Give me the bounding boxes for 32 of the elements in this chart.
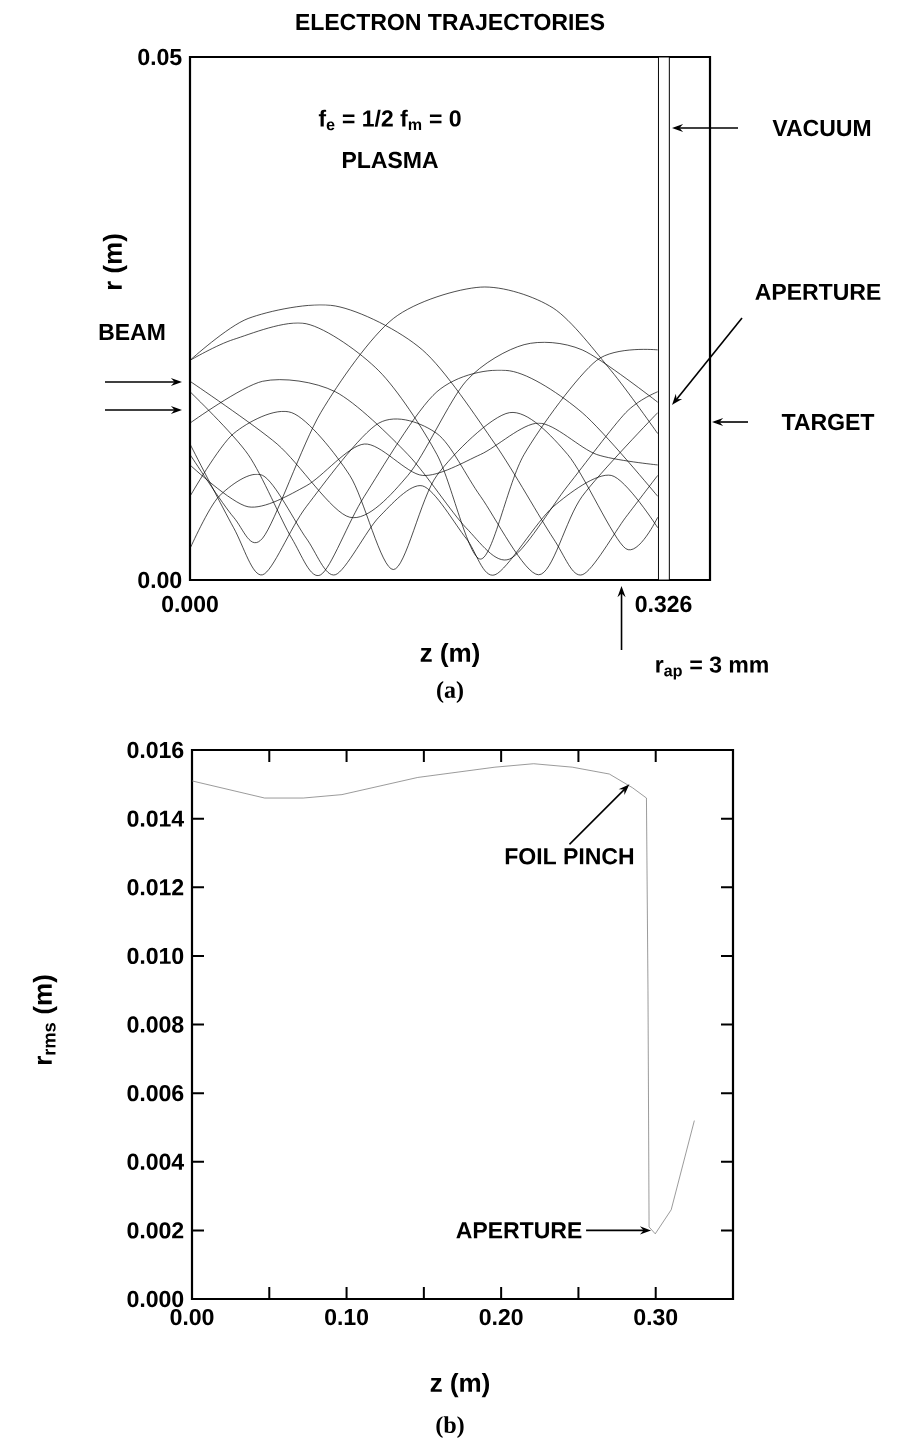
y-tick-label: 0.002 bbox=[127, 1222, 184, 1239]
y-tick-label: 0.004 bbox=[127, 1153, 185, 1170]
x-tick-label: 0.30 bbox=[634, 1308, 678, 1326]
chart-title: ELECTRON TRAJECTORIES bbox=[296, 13, 605, 31]
y-tick-label: 0.05 bbox=[138, 48, 182, 66]
annotation: f$_{e}$ = 1/2 f$_{m}$ = 0 bbox=[318, 109, 461, 131]
text: (a) bbox=[437, 681, 463, 703]
text: TARGET bbox=[781, 413, 875, 431]
annotation: FOIL PINCH bbox=[505, 848, 634, 865]
y-tick-label: 0.012 bbox=[127, 879, 184, 896]
x-tick-label: 0.20 bbox=[479, 1308, 523, 1326]
y-tick-label: 0.006 bbox=[127, 1084, 184, 1102]
text: VACUUM bbox=[772, 119, 871, 137]
y-tick-label: 0.000 bbox=[127, 1290, 184, 1308]
y-tick-label: 0.016 bbox=[127, 741, 184, 759]
y-axis-title: r (m) bbox=[102, 234, 128, 290]
x-tick-label: 0.00 bbox=[170, 1308, 214, 1326]
y-tick-label: 0.008 bbox=[127, 1016, 184, 1033]
x-axis-title: z (m) bbox=[420, 642, 480, 668]
annotation: PLASMA bbox=[342, 151, 438, 169]
y-tick-label: 0.014 bbox=[127, 810, 185, 827]
text: r$_{ap}$ = 3 mm bbox=[656, 656, 768, 680]
annotation: APERTURE bbox=[456, 1222, 582, 1239]
y-tick-label: 0.010 bbox=[127, 947, 184, 965]
x-axis-title: z (m) bbox=[430, 1372, 490, 1398]
y-tick-label: 0.00 bbox=[138, 571, 182, 589]
y-axis-title: r$_{rms}$ (m) bbox=[32, 975, 58, 1065]
text: BEAM bbox=[99, 324, 165, 340]
text: APERTURE bbox=[755, 283, 881, 301]
x-tick-label: 0.326 bbox=[635, 595, 692, 613]
text: (b) bbox=[436, 1416, 464, 1438]
x-tick-label: 0.10 bbox=[325, 1308, 369, 1326]
